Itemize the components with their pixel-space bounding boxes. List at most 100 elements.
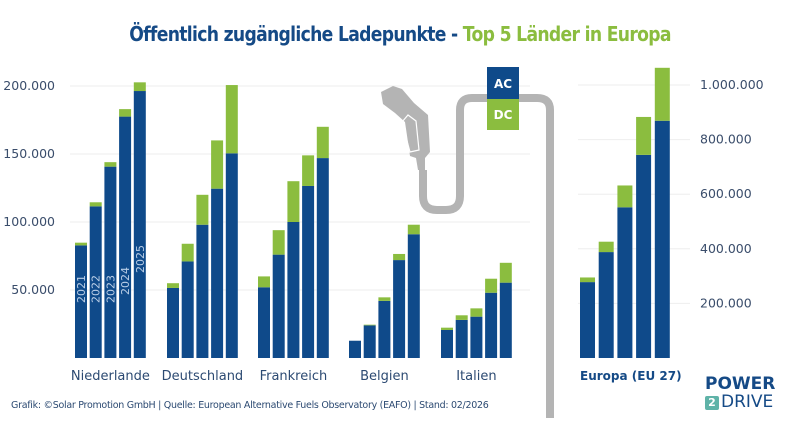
bar-ac (258, 287, 270, 358)
y-tick-label: 600.000 (700, 186, 752, 201)
y-tick-label: 1.000.000 (700, 77, 764, 92)
bar-dc (598, 241, 614, 253)
bar-ac (316, 158, 329, 358)
logo-badge: 2 (705, 395, 719, 410)
legend-dc-label: DC (494, 108, 513, 122)
bar-dc (485, 278, 498, 293)
category-label: Belgien (360, 369, 409, 384)
bar-dc (378, 297, 391, 301)
bar-dc (75, 242, 87, 246)
y-tick-label: 200.000 (3, 78, 55, 93)
bar-ac (167, 287, 179, 358)
year-label: 2022 (90, 275, 103, 303)
bar-dc (287, 181, 300, 222)
year-label: 2025 (134, 245, 147, 273)
title-main: Öffentlich zugängliche Ladepunkte (129, 22, 446, 46)
bar-dc (89, 202, 102, 207)
left-gridlines (70, 85, 530, 291)
bar-ac (378, 300, 391, 358)
bar-ac (580, 282, 595, 358)
bar-dc (441, 327, 453, 330)
legend-ac-label: AC (494, 77, 512, 91)
y-tick-label: 100.000 (3, 214, 55, 229)
bar-dc (407, 224, 420, 235)
charging-plug-icon (381, 86, 554, 418)
bar-ac (225, 153, 238, 358)
y-tick-label: 400.000 (700, 241, 752, 256)
legend-dc-swatch (487, 99, 519, 130)
year-label: 2021 (75, 275, 88, 303)
bar-ac (598, 252, 614, 358)
bar-ac (211, 188, 224, 358)
bar-ac (499, 282, 512, 358)
power2drive-logo: POWER 2 DRIVE (705, 376, 775, 411)
bar-ac (441, 329, 453, 358)
bar-dc (393, 253, 406, 261)
bar-ac (636, 154, 652, 358)
plug-head (381, 86, 430, 170)
bar-ac (89, 206, 102, 358)
y-tick-label: 50.000 (11, 282, 55, 297)
bar-ac (349, 340, 361, 358)
year-label: 2024 (119, 267, 132, 295)
bar-dc (167, 283, 179, 288)
logo-drive-line: 2 DRIVE (705, 394, 775, 411)
year-label: 2023 (104, 275, 117, 303)
bar-dc (302, 155, 315, 186)
bar-dc (363, 324, 376, 326)
bar-dc (654, 67, 670, 121)
bar-ac (617, 207, 633, 358)
bar-ac (196, 224, 209, 358)
bar-dc (499, 262, 512, 283)
right-gridlines (578, 84, 690, 304)
plug-grip-outline (401, 114, 420, 153)
bar-ac (119, 116, 132, 358)
bar-dc (580, 277, 595, 283)
bar-ac (272, 254, 285, 358)
y-tick-label: 150.000 (3, 146, 55, 161)
bar-dc (181, 243, 194, 262)
bar-ac (654, 120, 670, 358)
source-credit: Grafik: ©Solar Promotion GmbH | Quelle: … (11, 400, 489, 411)
right-y-axis: 200.000 400.000 600.000 800.000 1.000.000 (700, 77, 764, 310)
legend: AC DC (487, 67, 519, 130)
bar-dc (133, 82, 146, 92)
bar-dc (455, 315, 468, 320)
y-tick-label: 200.000 (700, 295, 752, 310)
charging-cable (419, 94, 554, 418)
category-labels: Niederlande Deutschland Frankreich Belgien I… (71, 369, 682, 384)
category-label-europa: Europa (EU 27) (580, 369, 682, 383)
logo-drive: DRIVE (721, 392, 774, 412)
bar-dc (470, 308, 483, 317)
bar-dc (119, 109, 132, 117)
chart-title: Öffentlich zugängliche Ladepunkte - Top … (56, 22, 744, 46)
category-label: Italien (456, 369, 496, 384)
category-label: Deutschland (162, 369, 244, 384)
bar-ac (287, 222, 300, 358)
bar-ac (302, 185, 315, 358)
bar-ac (470, 316, 483, 358)
bar-dc (636, 116, 652, 155)
category-label: Frankreich (260, 369, 328, 384)
bar-ac (181, 261, 194, 358)
bar-ac (407, 234, 420, 358)
bar-dc (196, 194, 209, 225)
bar-ac (133, 91, 146, 359)
bar-ac (104, 166, 117, 358)
bar-ac (455, 319, 468, 358)
left-y-axis: 50.000 100.000 150.000 200.000 (3, 78, 55, 297)
logo-power: POWER (705, 374, 776, 394)
bar-dc (104, 162, 117, 167)
bar-dc (225, 85, 238, 154)
bar-dc (617, 185, 633, 208)
y-tick-label: 800.000 (700, 132, 752, 147)
bar-dc (316, 126, 329, 159)
bar-ac (485, 292, 498, 358)
bar-dc (211, 140, 224, 189)
category-label: Niederlande (71, 369, 150, 384)
title-highlight: Top 5 Länder in Europa (462, 22, 672, 46)
title-separator: - (445, 22, 463, 46)
bar-dc (272, 230, 285, 255)
